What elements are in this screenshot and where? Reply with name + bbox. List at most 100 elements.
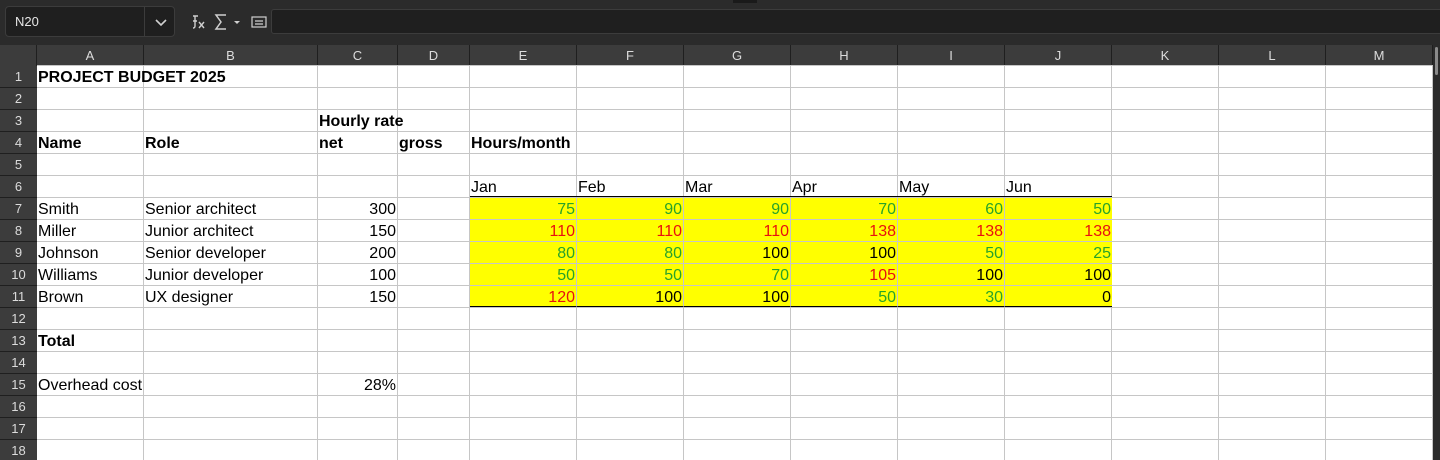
column-header-a[interactable]: A <box>37 45 144 66</box>
formula-input[interactable] <box>271 9 1440 34</box>
hours-cell[interactable]: 50 <box>1005 198 1112 219</box>
month-header-jan[interactable]: Jan <box>470 176 577 197</box>
column-header-c[interactable]: C <box>318 45 398 66</box>
hours-cell[interactable]: 30 <box>898 286 1005 307</box>
row-header-8[interactable]: 8 <box>0 220 37 242</box>
row-header-4[interactable]: 4 <box>0 132 37 154</box>
sheet-title[interactable]: PROJECT BUDGET 2025 <box>38 69 226 86</box>
hours-cell[interactable]: 50 <box>898 242 1005 263</box>
overhead-label[interactable]: Overhead cost <box>38 377 143 394</box>
person-role[interactable]: Senior developer <box>145 245 266 262</box>
vertical-scrollbar[interactable] <box>1433 45 1440 460</box>
hours-cell[interactable]: 100 <box>1005 264 1112 285</box>
hours-month-header[interactable]: Hours/month <box>471 135 571 152</box>
person-role[interactable]: Senior architect <box>145 201 257 218</box>
hours-cell[interactable]: 70 <box>791 198 898 219</box>
person-name[interactable]: Johnson <box>38 245 99 262</box>
person-name[interactable]: Brown <box>38 289 84 306</box>
scrollbar-thumb[interactable] <box>1435 47 1438 75</box>
hours-cell[interactable]: 110 <box>684 220 791 241</box>
sum-icon[interactable] <box>213 12 229 32</box>
row-header-9[interactable]: 9 <box>0 242 37 264</box>
column-header-b[interactable]: B <box>144 45 318 66</box>
hours-cell[interactable]: 50 <box>470 264 577 285</box>
row-header-11[interactable]: 11 <box>0 286 37 308</box>
role-header[interactable]: Role <box>145 135 180 152</box>
column-header-f[interactable]: F <box>577 45 684 66</box>
hours-cell[interactable]: 90 <box>684 198 791 219</box>
month-header-apr[interactable]: Apr <box>791 176 898 197</box>
hours-cell[interactable]: 120 <box>470 286 577 307</box>
row-header-3[interactable]: 3 <box>0 110 37 132</box>
hours-cell[interactable]: 80 <box>470 242 577 263</box>
row-header-16[interactable]: 16 <box>0 396 37 418</box>
row-header-1[interactable]: 1 <box>0 66 37 88</box>
hours-cell[interactable]: 138 <box>1005 220 1112 241</box>
net-header[interactable]: net <box>319 135 343 152</box>
name-box-value[interactable]: N20 <box>15 14 39 29</box>
chevron-down-icon[interactable] <box>151 12 171 32</box>
hourly-rate-net[interactable]: 150 <box>369 223 396 240</box>
person-name[interactable]: Miller <box>38 223 77 240</box>
hours-cell[interactable]: 80 <box>577 242 684 263</box>
column-header-e[interactable]: E <box>470 45 577 66</box>
person-role[interactable]: Junior developer <box>145 267 264 284</box>
column-header-d[interactable]: D <box>398 45 470 66</box>
name-box[interactable]: N20 <box>5 6 175 37</box>
hours-cell[interactable]: 50 <box>791 286 898 307</box>
month-header-jun[interactable]: Jun <box>1005 176 1112 197</box>
hours-cell[interactable]: 100 <box>684 286 791 307</box>
hourly-rate-net[interactable]: 300 <box>369 201 396 218</box>
hours-cell[interactable]: 0 <box>1005 286 1112 307</box>
hours-cell[interactable]: 100 <box>898 264 1005 285</box>
hourly-rate-net[interactable]: 200 <box>369 245 396 262</box>
hours-cell[interactable]: 25 <box>1005 242 1112 263</box>
month-header-feb[interactable]: Feb <box>577 176 684 197</box>
row-header-6[interactable]: 6 <box>0 176 37 198</box>
column-header-h[interactable]: H <box>791 45 898 66</box>
overhead-value[interactable]: 28% <box>363 377 396 394</box>
person-role[interactable]: Junior architect <box>145 223 254 240</box>
hourly-rate-header[interactable]: Hourly rate <box>319 113 404 130</box>
name-header[interactable]: Name <box>38 135 82 152</box>
column-header-i[interactable]: I <box>898 45 1005 66</box>
row-header-14[interactable]: 14 <box>0 352 37 374</box>
person-role[interactable]: UX designer <box>145 289 234 306</box>
hours-cell[interactable]: 100 <box>791 242 898 263</box>
hours-cell[interactable]: 138 <box>791 220 898 241</box>
row-header-12[interactable]: 12 <box>0 308 37 330</box>
hours-cell[interactable]: 90 <box>577 198 684 219</box>
hours-cell[interactable]: 110 <box>577 220 684 241</box>
person-name[interactable]: Williams <box>38 267 98 284</box>
hours-cell[interactable]: 50 <box>577 264 684 285</box>
column-header-m[interactable]: M <box>1326 45 1433 66</box>
row-header-17[interactable]: 17 <box>0 418 37 440</box>
column-header-k[interactable]: K <box>1112 45 1219 66</box>
hours-cell[interactable]: 110 <box>470 220 577 241</box>
column-header-l[interactable]: L <box>1219 45 1326 66</box>
month-header-may[interactable]: May <box>898 176 1005 197</box>
row-header-5[interactable]: 5 <box>0 154 37 176</box>
hours-cell[interactable]: 138 <box>898 220 1005 241</box>
hourly-rate-net[interactable]: 150 <box>369 289 396 306</box>
row-header-7[interactable]: 7 <box>0 198 37 220</box>
column-header-j[interactable]: J <box>1005 45 1112 66</box>
sum-dropdown-icon[interactable] <box>232 12 242 32</box>
hourly-rate-net[interactable]: 100 <box>369 267 396 284</box>
hours-cell[interactable]: 105 <box>791 264 898 285</box>
select-all-corner[interactable] <box>0 45 37 66</box>
row-header-10[interactable]: 10 <box>0 264 37 286</box>
row-header-2[interactable]: 2 <box>0 88 37 110</box>
person-name[interactable]: Smith <box>38 201 79 218</box>
hours-cell[interactable]: 100 <box>577 286 684 307</box>
hours-cell[interactable]: 70 <box>684 264 791 285</box>
hours-cell[interactable]: 75 <box>470 198 577 219</box>
total-label[interactable]: Total <box>38 333 76 350</box>
row-header-15[interactable]: 15 <box>0 374 37 396</box>
month-header-mar[interactable]: Mar <box>684 176 791 197</box>
function-wizard-icon[interactable] <box>190 12 208 32</box>
row-header-13[interactable]: 13 <box>0 330 37 352</box>
formula-icon[interactable] <box>251 12 267 32</box>
hours-cell[interactable]: 60 <box>898 198 1005 219</box>
hours-cell[interactable]: 100 <box>684 242 791 263</box>
